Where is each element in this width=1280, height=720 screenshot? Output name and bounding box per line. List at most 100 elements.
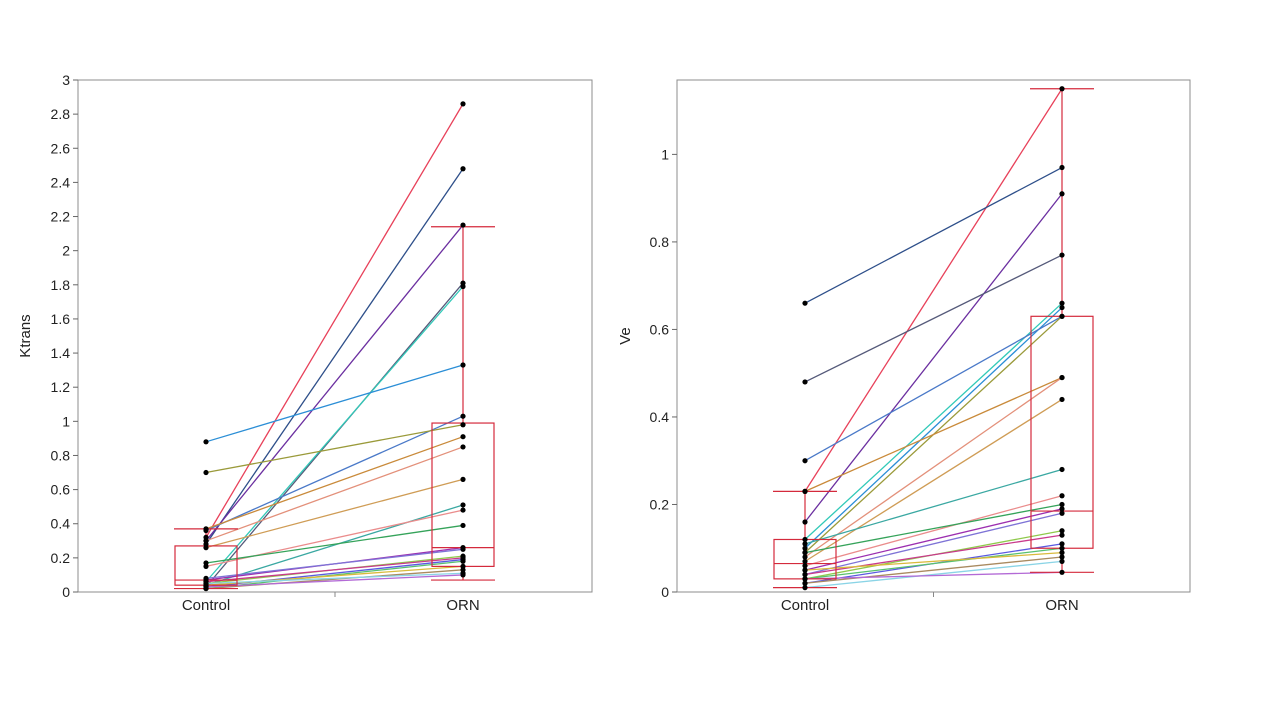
data-point [460,166,466,172]
y-tick-label: 2.4 [51,174,71,190]
data-point [1059,510,1065,516]
data-point [1059,252,1065,258]
paired-series-line [804,495,1063,567]
paired-series-line [804,560,1063,589]
data-point [460,434,466,440]
paired-series-line [804,571,1063,580]
plot-frame [77,79,593,593]
data-point [802,519,808,525]
data-point [1059,313,1065,319]
x-tick-label: Control [781,597,829,614]
paired-series-line [804,193,1063,523]
paired-series-line [804,166,1063,304]
y-tick-label: 0.8 [650,234,670,250]
paired-series-line [804,315,1063,462]
data-point [802,571,808,578]
data-point [802,536,808,543]
y-tick-label: 1.8 [51,277,71,293]
paired-series-line [205,286,464,583]
data-point [1059,528,1065,534]
y-tick-label: 0.6 [51,482,71,498]
data-point [1059,558,1065,564]
paired-series-line [804,377,1063,558]
paired-series-line [804,512,1063,576]
y-tick-label: 1.2 [51,379,71,395]
data-point [1059,300,1065,306]
y-tick-label: 0.6 [650,321,670,337]
data-point [802,550,808,556]
y-tick-label: 2.2 [51,209,71,225]
data-point [802,554,808,560]
data-point [802,300,808,306]
data-point [203,469,209,476]
paired-series-line [205,524,464,564]
data-point [802,488,808,494]
y-tick-label: 0.4 [650,409,670,425]
paired-series-line [205,168,464,545]
plot-frame [676,79,1191,593]
data-point [1059,164,1065,171]
paired-series-line [205,103,464,538]
y-axis-title: Ve [617,327,634,345]
data-point [460,444,466,450]
paired-series-line [205,446,464,542]
y-tick-label: 1.4 [51,345,71,361]
data-point [460,522,466,529]
data-point [1059,374,1065,381]
paired-series-line [804,547,1063,580]
y-tick-label: 0.2 [51,550,71,566]
data-point [460,283,466,290]
data-point [460,572,466,578]
data-point [1059,541,1065,547]
paired-series-line [205,364,464,443]
data-point [802,567,808,573]
data-point [460,546,466,552]
data-point [460,558,466,564]
y-tick-label: 2.8 [51,106,71,122]
data-point [460,413,466,419]
data-point [203,526,209,532]
y-tick-label: 1 [661,146,669,162]
data-point [1059,506,1065,512]
data-point [802,541,808,547]
ve-chart-panel: 0 0.2 0.4 0.6 0.8 1 Control ORN Ve [617,79,1191,614]
paired-series-line [205,424,464,474]
data-point [460,502,466,508]
data-point [460,507,466,513]
paired-series-line [205,548,464,579]
data-point [203,584,209,590]
paired-series-line [804,534,1063,576]
paired-series-line [804,551,1063,571]
data-point [203,439,209,445]
paired-series-line [205,436,464,530]
ktrans-chart-panel: 0 0.2 0.4 0.6 0.8 1 1.2 1.4 1.6 1.8 2 2.2 2.4 2.6 2.8 3… [17,72,593,614]
paired-series-line [804,398,1063,562]
paired-series-line [804,376,1063,492]
data-point [460,362,466,368]
data-point [1059,396,1065,403]
x-tick-label: ORN [446,597,479,614]
y-tick-label: 2 [62,243,70,259]
y-tick-label: 0 [62,584,70,600]
x-tick-label: Control [182,597,230,614]
data-point [1059,569,1065,575]
y-tick-label: 0.4 [51,516,71,532]
y-tick-label: 1 [62,413,70,429]
data-point [1059,532,1065,538]
data-point [802,576,808,582]
data-point [203,545,209,551]
y-tick-label: 2.6 [51,140,71,156]
paired-series-line [205,557,464,583]
data-point [1059,493,1065,499]
x-tick-label: ORN [1045,597,1078,614]
paired-series-line [205,574,464,588]
y-tick-label: 0 [661,584,669,600]
data-point [802,458,808,464]
y-axis-title: Ktrans [17,314,34,357]
data-point [460,476,466,482]
data-point [203,538,209,544]
data-point [1059,501,1065,508]
data-point [802,580,808,586]
data-point [460,222,466,228]
